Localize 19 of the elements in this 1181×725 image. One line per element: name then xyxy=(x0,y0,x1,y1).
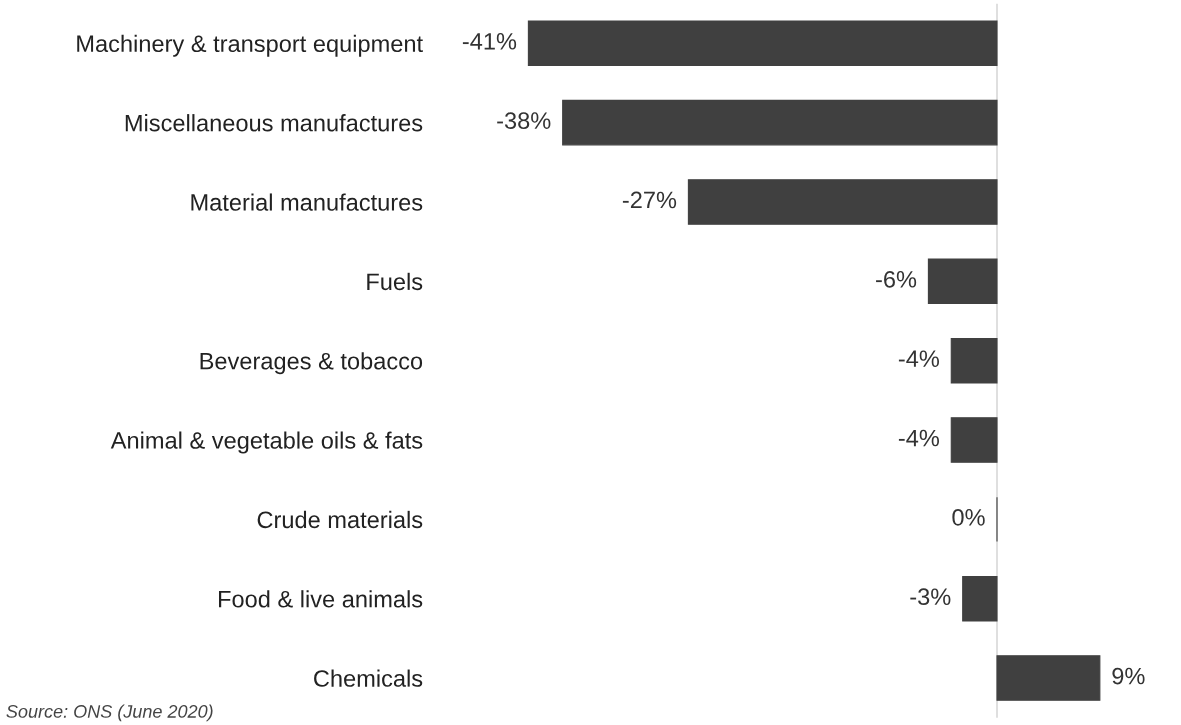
y-tick-label: Machinery & transport equipment xyxy=(77,34,423,57)
y-tick-label: Beverages & tobacco xyxy=(200,352,423,375)
data-label: 0% xyxy=(952,509,985,526)
y-tick-label: Chemicals xyxy=(314,669,423,687)
y-tick-label: Food & live animals xyxy=(219,590,423,608)
y-tick-label: Crude materials xyxy=(257,510,423,529)
data-label: -4% xyxy=(898,350,940,367)
data-label: -3% xyxy=(910,588,951,606)
data-label: -27% xyxy=(622,191,677,209)
y-tick-label: Fuels xyxy=(367,272,423,291)
data-label: -41% xyxy=(462,33,517,50)
data-label: -4% xyxy=(898,429,940,447)
source-note: Source: ONS (June 2020) xyxy=(6,704,213,722)
y-tick-label: Material manufactures xyxy=(191,193,423,211)
data-label: -38% xyxy=(497,112,551,129)
y-tick-label: Animal & vegetable oils & fats xyxy=(110,431,423,454)
data-label: -6% xyxy=(876,270,917,288)
data-label: 9% xyxy=(1112,667,1145,685)
y-tick-label: Miscellaneous manufactures xyxy=(125,114,423,132)
